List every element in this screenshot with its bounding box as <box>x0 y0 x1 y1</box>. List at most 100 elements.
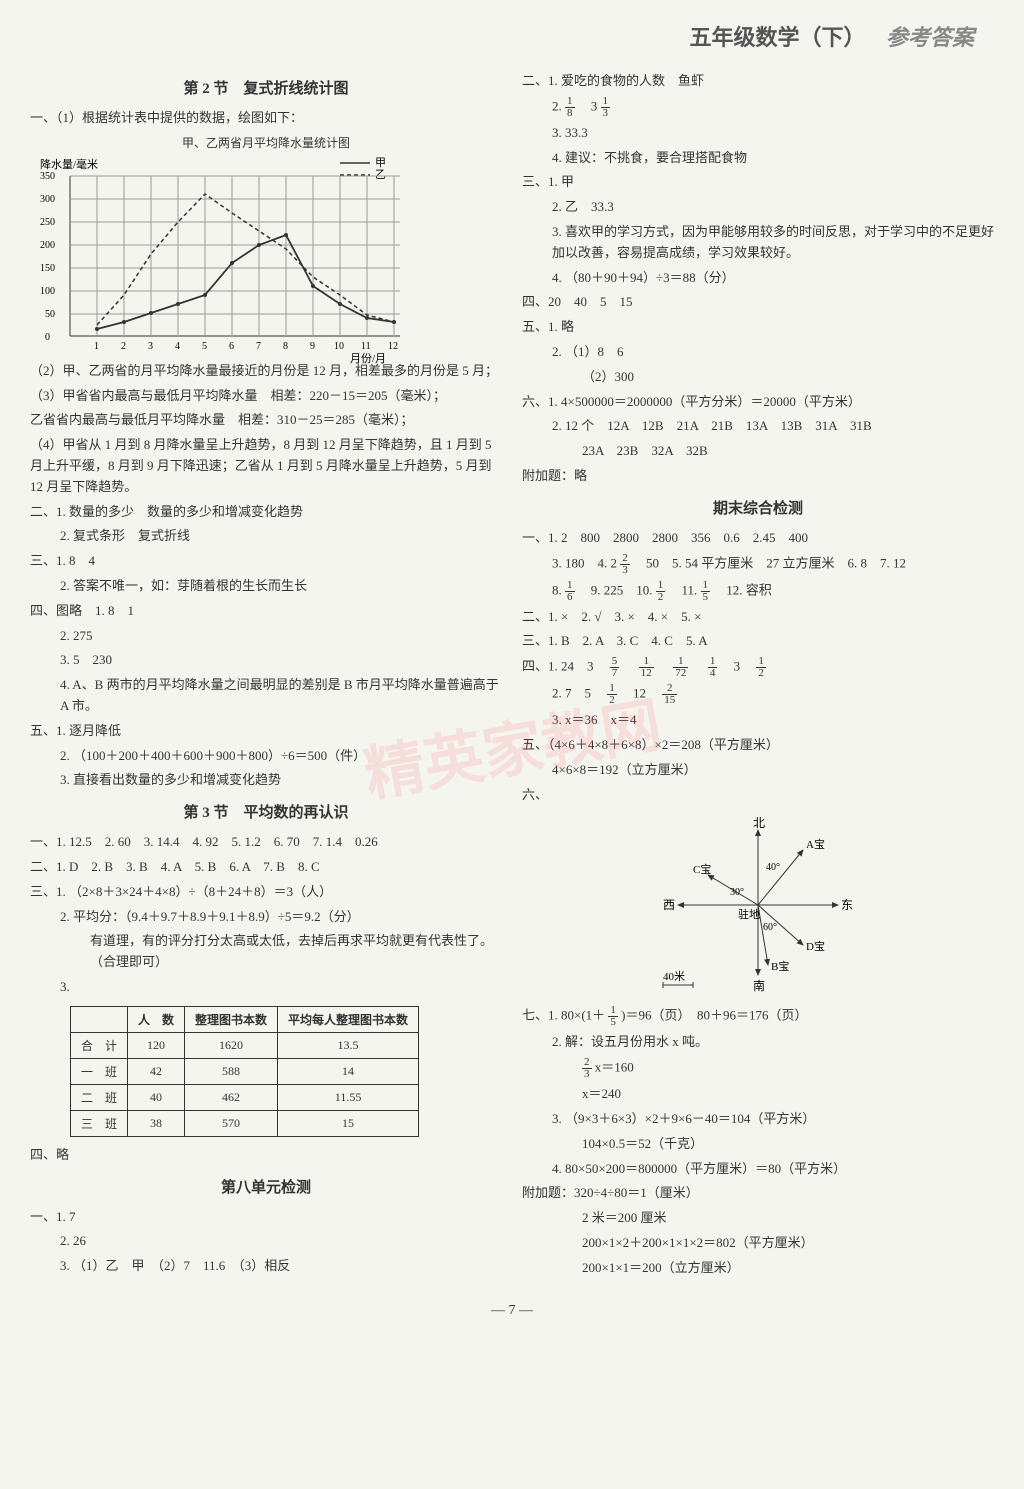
r2-2: 2. 18 3 13 <box>522 96 994 119</box>
line-chart: 降水量/毫米 甲 乙 <box>30 156 410 356</box>
f4-2: 2. 7 5 12 12 215 <box>522 683 994 706</box>
svg-text:50: 50 <box>45 309 55 320</box>
r3-2: 2. 乙 33.3 <box>522 197 994 218</box>
f7-3b: 104×0.5＝52（千克） <box>522 1134 994 1155</box>
f2: 二、1. × 2. √ 3. × 4. × 5. × <box>522 607 994 628</box>
r5-2b: （2）300 <box>522 367 994 388</box>
th-2: 整理图书本数 <box>185 1006 278 1032</box>
section-2-title: 第 2 节 复式折线统计图 <box>30 77 502 98</box>
u8-1: 一、1. 7 <box>30 1207 502 1228</box>
page-header: 五年级数学（下） 参考答案 <box>30 20 994 52</box>
fraction: 18 <box>565 96 575 119</box>
f4: 四、1. 24 3 57 112 172 14 3 12 <box>522 656 994 679</box>
fraction: 112 <box>639 656 654 679</box>
fraction: 15 <box>608 1005 618 1028</box>
f7-2: 2. 解：设五月份用水 x 吨。 <box>522 1032 994 1053</box>
r6-1: 六、1. 4×500000＝2000000（平方分米）＝20000（平方米） <box>522 392 994 413</box>
u8-3: 3. （1）乙 甲 （2）7 11.6 （3）相反 <box>30 1256 502 1277</box>
r6-2b: 23A 23B 32A 32B <box>522 441 994 462</box>
r2-4: 4. 建议：不挑食，要合理搭配食物 <box>522 148 994 169</box>
svg-text:200: 200 <box>40 240 55 251</box>
f7-1: 七、1. 80×(1＋ 15 )＝96（页） 80＋96＝176（页） <box>522 1005 994 1028</box>
chart-svg: 降水量/毫米 甲 乙 <box>30 156 430 366</box>
fraction: 23 <box>620 553 630 576</box>
svg-text:8: 8 <box>283 341 288 352</box>
q5-3: 3. 直接看出数量的多少和增减变化趋势 <box>30 770 502 791</box>
header-title: 五年级数学（下） <box>689 25 865 50</box>
svg-text:7: 7 <box>256 341 261 352</box>
f-extra2: 2 米＝200 厘米 <box>522 1208 994 1229</box>
q4-2: 2. 275 <box>30 626 502 647</box>
f5-1: 五、（4×6＋4×8＋6×8）×2＝208（平方厘米） <box>522 735 994 756</box>
q5: 五、1. 逐月降低 <box>30 721 502 742</box>
svg-text:30°: 30° <box>730 887 744 898</box>
series-a <box>97 235 394 329</box>
q3-2: 2. 答案不唯一，如：芽随着根的生长而生长 <box>30 576 502 597</box>
table-row: 三 班3857015 <box>71 1110 419 1136</box>
f1-3: 3. 180 4. 2 23 50 5. 54 平方厘米 27 立方厘米 6. … <box>522 553 994 576</box>
table-row: 二 班4046211.55 <box>71 1084 419 1110</box>
f3: 三、1. B 2. A 3. C 4. C 5. A <box>522 631 994 652</box>
svg-text:C宝: C宝 <box>693 862 711 876</box>
right-column: 二、1. 爱吃的食物的人数 鱼虾 2. 18 3 13 3. 33.3 4. 建… <box>522 67 994 1283</box>
svg-text:B宝: B宝 <box>771 959 789 973</box>
fraction: 12 <box>656 580 666 603</box>
fraction: 15 <box>701 580 711 603</box>
r3-1: 三、1. 甲 <box>522 172 994 193</box>
r3-4: 4. （80＋90＋94）÷3＝88（分） <box>522 268 994 289</box>
legend-a: 甲 <box>375 157 386 169</box>
book-table: 人 数 整理图书本数 平均每人整理图书本数 合 计120162013.5 一 班… <box>70 1006 419 1137</box>
th-3: 平均每人整理图书本数 <box>278 1006 419 1032</box>
section-3-title: 第 3 节 平均数的再认识 <box>30 801 502 822</box>
q1-3b: 乙省省内最高与最低月平均降水量 相差：310－25＝285（毫米）； <box>30 410 502 431</box>
svg-text:D宝: D宝 <box>806 939 825 953</box>
s3-q3-2b: 有道理，有的评分打分太高或太低，去掉后再求平均就更有代表性了。（合理即可） <box>30 931 502 973</box>
svg-text:250: 250 <box>40 217 55 228</box>
svg-text:南: 南 <box>753 978 765 993</box>
content-columns: 第 2 节 复式折线统计图 一、（1）根据统计表中提供的数据，绘图如下： 甲、乙… <box>30 67 994 1283</box>
f7-2-eq: 23 x＝160 <box>522 1057 994 1080</box>
left-column: 第 2 节 复式折线统计图 一、（1）根据统计表中提供的数据，绘图如下： 甲、乙… <box>30 67 502 1283</box>
fraction: 215 <box>662 683 677 706</box>
s3-q4: 四、略 <box>30 1145 502 1166</box>
q2-1: 二、1. 数量的多少 数量的多少和增减变化趋势 <box>30 502 502 523</box>
series-b <box>97 194 394 325</box>
fraction: 57 <box>610 656 620 679</box>
svg-text:4: 4 <box>175 341 180 352</box>
f4-3: 3. x＝36 x＝4 <box>522 710 994 731</box>
compass-svg: 北 南 东 西 驻地 A宝 B宝 C宝 D宝 40° 30° 60° 40米 <box>658 815 858 995</box>
q1-4: （4）甲省从 1 月到 8 月降水量呈上升趋势，8 月到 12 月呈下降趋势，且… <box>30 435 502 497</box>
r4: 四、20 40 5 15 <box>522 292 994 313</box>
f1-1: 一、1. 2 800 2800 2800 356 0.6 2.45 400 <box>522 528 994 549</box>
svg-text:东: 东 <box>841 898 853 912</box>
fraction: 14 <box>708 656 718 679</box>
svg-text:10: 10 <box>334 341 344 352</box>
unit8-title: 第八单元检测 <box>30 1176 502 1197</box>
q3: 三、1. 8 4 <box>30 551 502 572</box>
header-subtitle: 参考答案 <box>886 25 974 50</box>
r2-1: 二、1. 爱吃的食物的人数 鱼虾 <box>522 71 994 92</box>
svg-text:1: 1 <box>94 341 99 352</box>
q4-3: 3. 5 230 <box>30 650 502 671</box>
q4-4: 4. A、B 两市的月平均降水量之间最明显的差别是 B 市月平均降水量普遍高于 … <box>30 675 502 717</box>
svg-text:3: 3 <box>148 341 153 352</box>
f-extra4: 200×1×1＝200（立方厘米） <box>522 1258 994 1279</box>
svg-text:0: 0 <box>45 332 50 343</box>
table-row: 一 班4258814 <box>71 1058 419 1084</box>
page-number: — 7 — <box>30 1303 994 1319</box>
fraction: 12 <box>756 656 766 679</box>
r5-1: 五、1. 略 <box>522 317 994 338</box>
svg-text:350: 350 <box>40 171 55 182</box>
final-title: 期末综合检测 <box>522 497 994 518</box>
f7-3: 3. （9×3＋6×3）×2＋9×6－40＝104（平方米） <box>522 1109 994 1130</box>
svg-text:40米: 40米 <box>663 970 685 983</box>
fraction: 172 <box>673 656 688 679</box>
f6: 六、 <box>522 785 994 806</box>
f-extra3: 200×1×2＋200×1×1×2＝802（平方厘米） <box>522 1233 994 1254</box>
f1-8: 8. 16 9. 225 10. 12 11. 15 12. 容积 <box>522 580 994 603</box>
svg-text:40°: 40° <box>766 862 780 873</box>
y-label: 降水量/毫米 <box>40 157 98 171</box>
svg-text:12: 12 <box>388 341 398 352</box>
q4: 四、图略 1. 8 1 <box>30 601 502 622</box>
r6-2: 2. 12 个 12A 12B 21A 21B 13A 13B 31A 31B <box>522 416 994 437</box>
